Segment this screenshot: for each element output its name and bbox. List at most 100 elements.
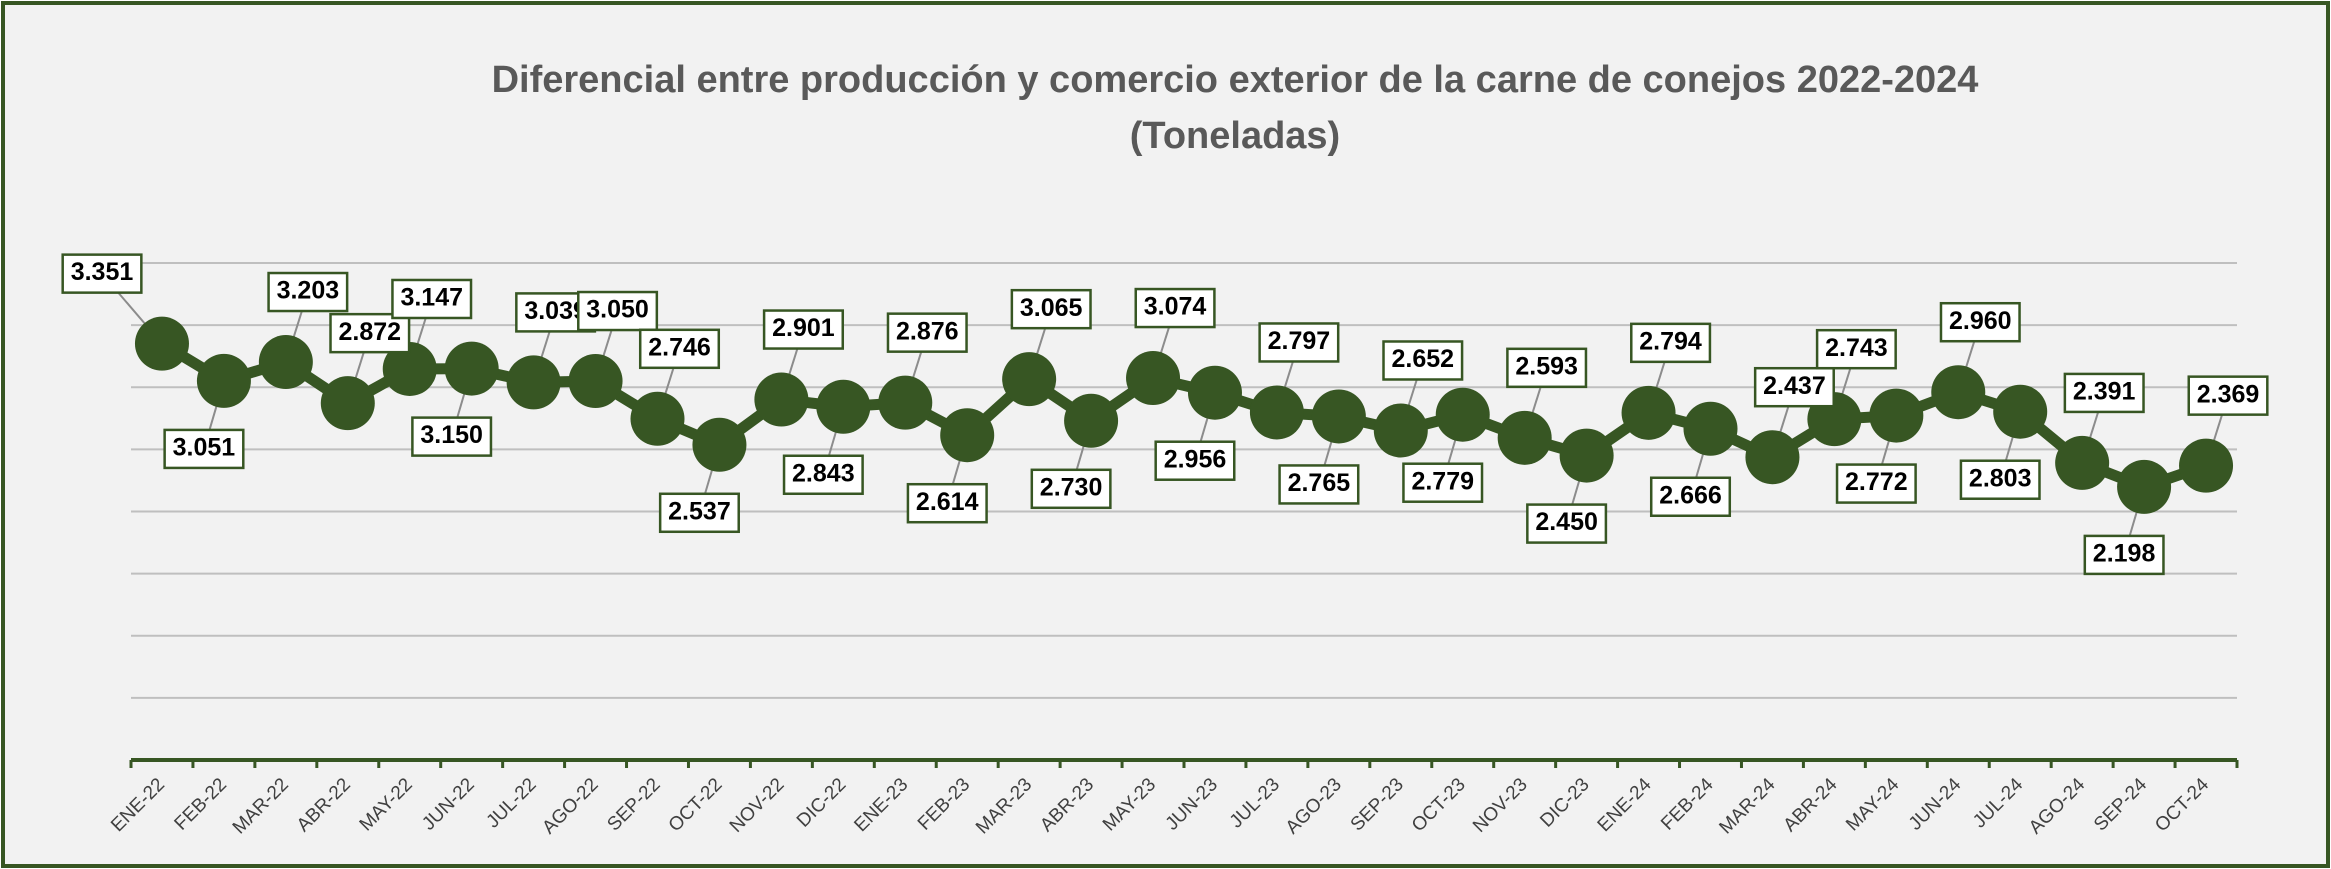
chart-subtitle: (Toneladas)	[1130, 115, 1340, 157]
data-label: 2.876	[896, 317, 959, 345]
data-label-box	[577, 290, 659, 332]
data-label-box	[1526, 503, 1608, 544]
data-point	[1187, 365, 1242, 420]
data-label: 3.150	[420, 421, 483, 449]
data-point	[134, 316, 189, 371]
data-label: 2.730	[1040, 473, 1103, 501]
data-label-box	[1753, 366, 1835, 408]
data-label-group: 3.351	[61, 253, 143, 294]
data-label-group: 2.772	[1835, 463, 1917, 504]
data-label: 2.779	[1411, 467, 1474, 495]
data-label-group: 2.437	[1753, 366, 1835, 408]
data-label-box	[638, 328, 721, 370]
data-label: 2.614	[916, 488, 979, 516]
data-label-box	[782, 454, 864, 496]
data-point	[2055, 435, 2110, 490]
data-label: 2.369	[2197, 380, 2260, 408]
data-label-group: 2.779	[1402, 462, 1484, 503]
data-point	[1002, 352, 1057, 407]
data-label: 3.039	[524, 297, 587, 325]
data-label-group: 2.391	[2063, 372, 2145, 414]
data-label-box	[2063, 372, 2145, 414]
data-label: 2.593	[1515, 352, 1578, 380]
data-point	[320, 376, 375, 431]
data-label-box	[1835, 463, 1917, 504]
data-label-box	[906, 482, 988, 524]
data-label: 3.351	[71, 258, 134, 286]
data-label-group: 2.843	[782, 454, 864, 496]
data-label: 2.960	[1949, 307, 2012, 335]
data-point	[1373, 403, 1428, 458]
data-label: 2.765	[1288, 469, 1351, 497]
data-label-box	[1134, 287, 1216, 329]
data-label-group: 3.051	[163, 428, 245, 470]
data-label-group: 2.593	[1506, 347, 1588, 389]
data-point	[1497, 410, 1552, 465]
data-label-box	[762, 309, 845, 350]
data-label-box	[267, 271, 349, 313]
data-label-group: 2.876	[886, 312, 968, 353]
data-label: 2.901	[772, 314, 835, 342]
data-label-group: 2.803	[1959, 459, 2041, 500]
data-point	[1869, 388, 1924, 443]
data-label: 3.203	[277, 277, 340, 305]
data-label: 3.051	[173, 434, 236, 462]
data-label-box	[391, 278, 473, 320]
data-point	[816, 379, 871, 434]
data-label: 2.872	[339, 318, 402, 346]
data-point	[878, 375, 933, 430]
data-point	[1559, 428, 1614, 483]
data-point	[940, 408, 995, 463]
data-label: 2.797	[1268, 327, 1331, 355]
data-label: 3.065	[1020, 294, 1083, 322]
data-point	[568, 354, 623, 409]
data-point	[444, 341, 499, 396]
data-label: 2.803	[1969, 464, 2032, 492]
data-label-box	[411, 416, 493, 457]
data-point	[196, 353, 251, 408]
data-label-group: 2.730	[1030, 468, 1112, 510]
data-point	[1435, 387, 1490, 442]
data-label-box	[1939, 301, 2021, 343]
data-label-group: 2.537	[658, 492, 740, 534]
data-label-box	[61, 253, 143, 294]
data-point	[1064, 393, 1119, 448]
data-label: 3.050	[586, 296, 649, 324]
data-label: 2.652	[1392, 345, 1455, 373]
data-point	[1745, 430, 1800, 485]
data-label: 3.147	[400, 284, 463, 312]
data-point	[692, 417, 747, 472]
data-label-box	[1402, 462, 1484, 503]
data-label-box	[1030, 468, 1112, 510]
data-point	[506, 355, 561, 410]
data-label-group: 3.050	[577, 290, 659, 332]
data-label-box	[658, 492, 740, 534]
data-label-group: 3.147	[391, 278, 473, 320]
data-label-group: 2.652	[1382, 340, 1464, 381]
data-label-box	[1959, 459, 2041, 500]
data-label-group: 3.065	[1010, 288, 1092, 330]
data-label: 3.074	[1144, 293, 1207, 321]
data-label-group: 2.450	[1526, 503, 1608, 544]
data-label: 2.772	[1845, 468, 1908, 496]
data-label-group: 2.901	[762, 309, 845, 350]
data-label-group: 2.794	[1630, 322, 1712, 364]
data-label-box	[1010, 288, 1092, 330]
data-label: 2.843	[792, 459, 855, 487]
data-label-group: 3.150	[411, 416, 493, 457]
data-label-box	[1630, 322, 1712, 364]
data-point	[1993, 384, 2048, 439]
data-label-box	[886, 312, 968, 353]
data-label: 2.666	[1659, 481, 1722, 509]
data-point	[1311, 389, 1366, 444]
data-label-box	[329, 312, 411, 354]
data-point	[382, 341, 437, 396]
data-point	[1249, 385, 1304, 440]
data-label-group: 2.369	[2187, 375, 2269, 416]
data-label-box	[1154, 440, 1236, 481]
data-label-group: 2.797	[1258, 322, 1340, 363]
data-label: 2.198	[2093, 540, 2156, 568]
data-label-group: 2.666	[1649, 476, 1732, 517]
